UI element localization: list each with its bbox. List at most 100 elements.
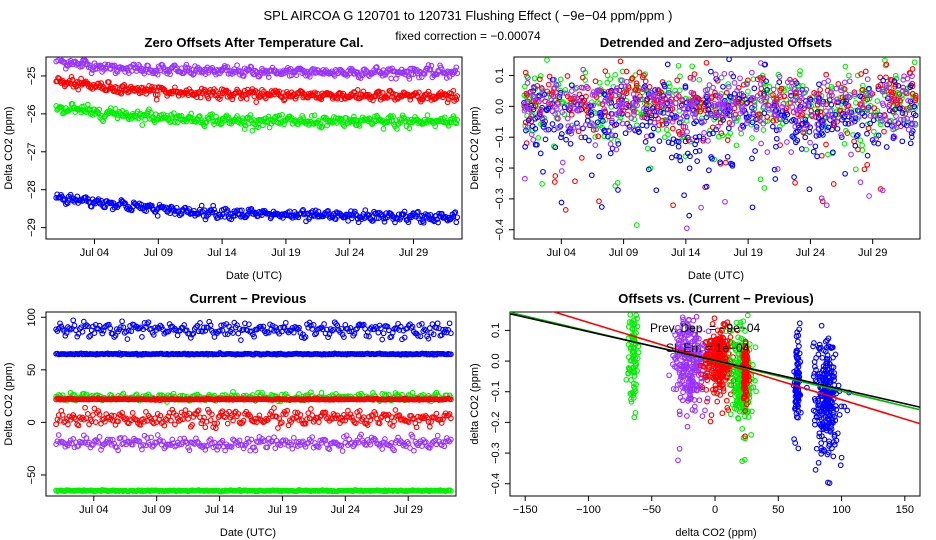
data-point xyxy=(745,88,751,95)
data-point xyxy=(312,207,319,214)
data-point xyxy=(701,118,707,125)
data-point xyxy=(63,199,70,206)
data-point xyxy=(107,200,114,207)
data-point xyxy=(676,87,683,94)
data-point xyxy=(815,115,822,121)
data-point xyxy=(583,83,590,90)
data-point xyxy=(772,176,779,182)
data-point xyxy=(129,410,136,416)
data-point xyxy=(631,126,637,133)
data-point xyxy=(642,139,649,145)
data-point xyxy=(626,124,633,130)
data-point xyxy=(281,97,287,104)
data-point xyxy=(683,225,690,232)
data-point xyxy=(195,407,202,414)
data-point xyxy=(609,145,616,152)
data-point xyxy=(709,112,716,118)
data-point xyxy=(87,332,94,339)
data-point xyxy=(534,141,540,148)
data-point xyxy=(899,87,906,94)
data-point xyxy=(622,84,629,90)
data-point xyxy=(143,208,150,214)
series-red-const xyxy=(53,395,454,403)
data-point xyxy=(107,325,114,332)
data-point xyxy=(450,213,457,220)
data-point xyxy=(856,108,863,114)
data-point xyxy=(907,84,914,91)
x-tick-label: Jul 19 xyxy=(271,247,300,259)
data-point xyxy=(826,93,833,99)
data-point xyxy=(549,121,556,127)
data-point xyxy=(758,97,765,104)
data-point xyxy=(679,131,686,138)
data-point xyxy=(787,89,794,96)
data-point xyxy=(145,319,152,326)
data-point xyxy=(154,213,161,219)
data-point xyxy=(694,101,700,107)
data-point xyxy=(691,99,697,106)
data-point xyxy=(908,116,915,122)
series-purple xyxy=(53,431,454,454)
data-point xyxy=(705,138,711,144)
data-point xyxy=(770,92,776,98)
data-point xyxy=(75,422,82,429)
x-tick-label: Jul 24 xyxy=(796,247,825,259)
data-point xyxy=(846,94,853,101)
data-point xyxy=(174,332,181,339)
data-point xyxy=(797,68,803,74)
y-tick-label: −0.1 xyxy=(494,126,506,148)
data-point xyxy=(749,155,755,162)
data-point xyxy=(384,323,391,330)
data-point xyxy=(686,105,693,112)
data-point xyxy=(761,110,768,117)
data-point xyxy=(89,67,96,73)
data-point xyxy=(687,74,694,81)
data-point xyxy=(717,159,723,166)
data-point xyxy=(730,98,736,105)
data-point xyxy=(388,75,395,82)
data-point xyxy=(744,117,751,123)
data-point xyxy=(613,111,620,117)
data-point xyxy=(154,71,161,78)
data-point xyxy=(596,111,603,117)
y-tick-label: −28 xyxy=(26,180,38,199)
data-point xyxy=(694,158,701,164)
data-point xyxy=(272,324,279,331)
data-point xyxy=(829,92,835,99)
data-point xyxy=(235,330,242,337)
data-point xyxy=(309,208,316,214)
data-point xyxy=(63,330,70,336)
data-point xyxy=(592,78,599,85)
data-point xyxy=(558,199,565,206)
data-point xyxy=(540,168,546,175)
data-point xyxy=(564,103,571,109)
data-point xyxy=(326,446,333,453)
data-point xyxy=(424,112,431,118)
data-point xyxy=(721,70,728,77)
data-point xyxy=(871,105,878,111)
x-tick-label: Jul 04 xyxy=(547,247,576,259)
data-point xyxy=(583,121,589,128)
data-point xyxy=(724,153,731,160)
data-point xyxy=(682,138,689,145)
data-point xyxy=(552,173,559,179)
data-point xyxy=(326,331,333,338)
data-point xyxy=(630,106,636,112)
data-point xyxy=(879,88,886,95)
data-point xyxy=(548,97,555,104)
x-tick-label: Jul 14 xyxy=(671,247,700,259)
data-point xyxy=(665,110,671,117)
data-point xyxy=(230,417,236,424)
data-point xyxy=(729,121,736,128)
main-title: SPL AIRCOA G 120701 to 120731 Flushing E… xyxy=(263,8,672,23)
data-point xyxy=(677,73,683,80)
data-point xyxy=(805,122,811,129)
data-point xyxy=(557,91,563,98)
data-point xyxy=(744,120,750,126)
data-point xyxy=(546,73,553,80)
data-point xyxy=(552,144,559,151)
series-green xyxy=(53,101,461,134)
data-point xyxy=(539,86,545,92)
data-point xyxy=(454,214,461,221)
data-point xyxy=(676,103,683,110)
